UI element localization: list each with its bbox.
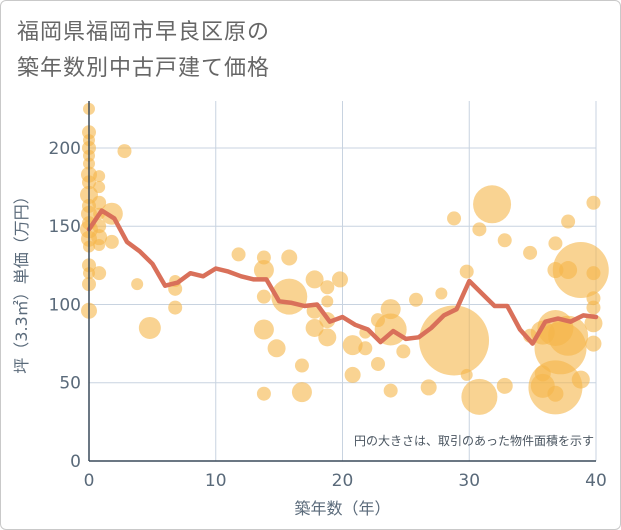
- bubble-point: [435, 287, 448, 300]
- bubble-point: [253, 260, 274, 281]
- y-tick-label: 150: [49, 217, 81, 237]
- bubble-point: [342, 335, 363, 356]
- bubble-point: [380, 299, 401, 320]
- axes: [88, 101, 596, 462]
- bubble-point: [256, 289, 271, 304]
- bubble-point: [420, 379, 437, 396]
- trend-line: [86, 208, 599, 346]
- y-tick-label: 100: [49, 295, 81, 315]
- bubble-point: [586, 300, 601, 315]
- bubble-point: [305, 318, 324, 337]
- bubble-point: [92, 266, 107, 281]
- bubble-point: [93, 170, 106, 183]
- bubble-point: [320, 280, 335, 295]
- bubble-point: [370, 356, 385, 371]
- x-tick-label: 10: [205, 471, 227, 491]
- bubble-point: [409, 292, 424, 307]
- bubble-point: [571, 370, 590, 389]
- x-tick-label: 20: [332, 471, 354, 491]
- bubble-point: [383, 383, 398, 398]
- bubble-point: [281, 249, 298, 266]
- x-tick-label: 30: [458, 471, 480, 491]
- bubble-point: [358, 341, 373, 356]
- bubble-point: [231, 247, 246, 262]
- bubble-point: [584, 314, 603, 333]
- title-line-2: 築年数別中古戸建て価格: [17, 56, 271, 81]
- bubble-point: [256, 386, 271, 401]
- y-tick-label: 200: [49, 139, 81, 159]
- bubble-point: [104, 234, 119, 249]
- bubble-point: [396, 344, 411, 359]
- bubble-point: [497, 233, 512, 248]
- bubble-point: [528, 360, 583, 415]
- bubble-point: [291, 382, 312, 403]
- bubble-point: [344, 366, 361, 383]
- chart-title: 福岡県福岡市早良区原の 築年数別中古戸建て価格: [17, 15, 577, 87]
- bubble-size-note: 円の大きさは、取引のあった物件面積を示す: [354, 433, 594, 448]
- bubble-point: [548, 236, 563, 251]
- bubble-point: [523, 245, 538, 260]
- bubble-point: [318, 328, 337, 347]
- bubble-point: [472, 222, 487, 237]
- bubble-point: [93, 181, 106, 194]
- bubble-point: [117, 144, 132, 159]
- y-tick-label: 50: [59, 374, 81, 394]
- bubble-point: [447, 211, 462, 226]
- y-axis-label: 坪（3.3㎡）単価（万円）: [12, 188, 31, 373]
- bubble-point: [267, 339, 286, 358]
- bubble-point: [552, 242, 609, 299]
- bubble-point: [168, 300, 183, 315]
- bubble-point: [138, 316, 161, 339]
- bubble-point: [585, 335, 602, 352]
- bubble-point: [473, 185, 512, 224]
- bubble-point: [496, 377, 513, 394]
- bubble-point: [331, 271, 348, 288]
- x-tick-label: 40: [585, 471, 607, 491]
- bubble-point: [305, 270, 324, 289]
- bubble-point: [586, 195, 601, 210]
- x-axis-label: 築年数（年）: [294, 499, 390, 518]
- bubble-point: [321, 295, 334, 308]
- x-tick-label: 0: [84, 471, 95, 491]
- bubble-point: [460, 368, 473, 381]
- bubble-layer: [80, 102, 609, 415]
- bubble-point: [586, 266, 601, 281]
- bubble-point: [92, 195, 107, 210]
- y-tick-label: 0: [70, 452, 81, 472]
- bubble-point: [294, 358, 309, 373]
- bubble-point: [548, 315, 589, 356]
- trend-line-layer: [86, 208, 599, 346]
- bubble-point: [419, 305, 490, 376]
- bubble-point: [459, 264, 474, 279]
- bubble-point: [561, 214, 576, 229]
- bubble-point: [131, 278, 144, 291]
- bubble-point: [461, 378, 498, 415]
- title-line-1: 福岡県福岡市早良区原の: [17, 20, 271, 45]
- bubble-point: [253, 319, 274, 340]
- bubble-point: [100, 202, 123, 225]
- bubble-point: [93, 239, 106, 251]
- tick-labels: 0 10 20 30 40 0 50 100 150 200: [49, 139, 607, 491]
